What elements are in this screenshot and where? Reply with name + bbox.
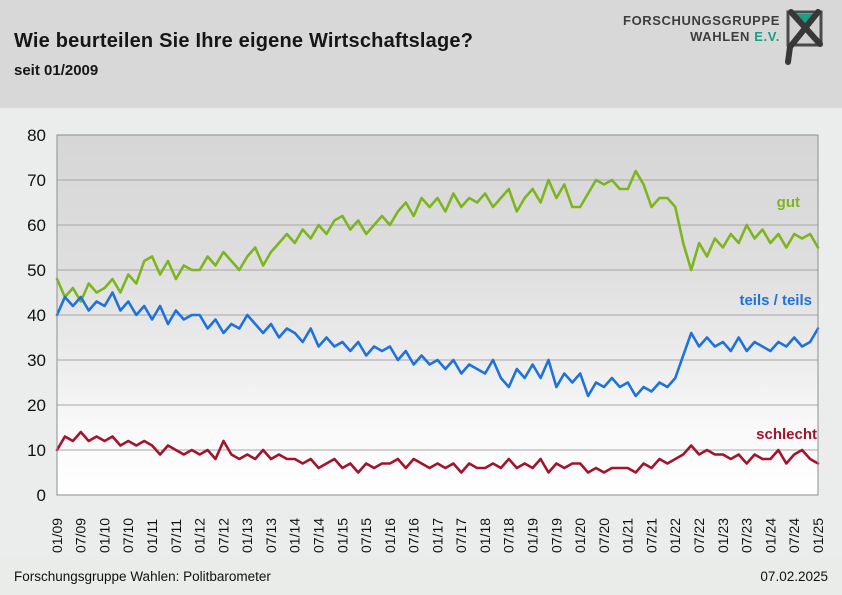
- x-axis-label-07-24: 07/24: [786, 518, 802, 553]
- line-teils-teils: [55, 291, 820, 398]
- x-axis-label-01-19: 01/19: [525, 518, 541, 553]
- logo-ev: E.V.: [754, 29, 780, 44]
- x-axis-label-01-17: 01/17: [429, 518, 445, 553]
- chart-area: 0 10 20 30 40 50 60 70 80 01/09 07/09 01/10 07/10 01/…: [0, 108, 842, 555]
- x-axis-label-01-23: 01/23: [715, 518, 731, 553]
- x-axis-label-07-11: 07/11: [168, 519, 184, 553]
- x-axis-label-07-13: 07/13: [263, 518, 279, 553]
- header: Wie beurteilen Sie Ihre eigene Wirtschaf…: [0, 0, 842, 108]
- x-axis-label-01-14: 01/14: [287, 518, 303, 553]
- plot-border: [56, 134, 819, 496]
- x-axis-label-01-20: 01/20: [572, 518, 588, 553]
- x-axis-label-01-25: 01/25: [810, 518, 826, 553]
- x-axis-label-07-18: 07/18: [501, 518, 517, 553]
- x-axis-label-01-10: 01/10: [96, 518, 112, 553]
- x-axis-label-07-12: 07/12: [215, 518, 231, 553]
- x-axis-label-07-23: 07/23: [739, 518, 755, 553]
- line-schlecht: [55, 430, 820, 474]
- x-axis-label-07-17: 07/17: [453, 518, 469, 553]
- y-axis-label-40: 40: [27, 306, 46, 325]
- y-axis-label-20: 20: [27, 396, 46, 415]
- x-axis-label-07-22: 07/22: [691, 518, 707, 553]
- x-axis-label-01-21: 01/21: [620, 518, 636, 553]
- x-axis-label-07-19: 07/19: [548, 518, 564, 553]
- x-axis-label-01-16: 01/16: [382, 518, 398, 553]
- x-axis-label-07-20: 07/20: [596, 518, 612, 553]
- ballot-x-icon: [785, 9, 823, 65]
- x-axis-label-01-12: 01/12: [192, 518, 208, 553]
- footer-date: 07.02.2025: [760, 569, 828, 584]
- org-logo: FORSCHUNGSGRUPPE WAHLEN E.V.: [582, 5, 832, 65]
- x-axis-label-01-24: 01/24: [762, 518, 778, 553]
- x-axis-label-01-13: 01/13: [239, 518, 255, 553]
- y-axis-label-50: 50: [27, 261, 46, 280]
- x-axis-label-07-21: 07/21: [643, 518, 659, 553]
- footer: Forschungsgruppe Wahlen: Politbarometer …: [0, 555, 842, 595]
- x-axis-label-07-16: 07/16: [406, 518, 422, 553]
- y-axis-label-70: 70: [27, 171, 46, 190]
- x-axis-label-07-14: 07/14: [310, 518, 326, 553]
- x-axis-label-01-22: 01/22: [667, 518, 683, 553]
- logo-text: FORSCHUNGSGRUPPE WAHLEN E.V.: [623, 13, 780, 45]
- legend-label-gut: gut: [776, 194, 800, 211]
- x-axis-label-01-15: 01/15: [334, 518, 350, 553]
- x-axis-label-07-10: 07/10: [120, 518, 136, 553]
- page-title: Wie beurteilen Sie Ihre eigene Wirtschaf…: [14, 30, 474, 52]
- y-axis-label-0: 0: [37, 486, 46, 505]
- x-axis-label-07-09: 07/09: [73, 518, 89, 553]
- legend-label-teils: teils / teils: [739, 292, 812, 309]
- x-axis-label-01-09: 01/09: [49, 518, 65, 553]
- page-subtitle: seit 01/2009: [14, 62, 99, 79]
- y-axis-label-30: 30: [27, 351, 46, 370]
- y-axis-label-80: 80: [27, 126, 46, 145]
- line-gut: [55, 169, 820, 303]
- logo-line1: FORSCHUNGSGRUPPE: [623, 13, 780, 28]
- footer-source: Forschungsgruppe Wahlen: Politbarometer: [14, 569, 271, 584]
- x-axis-label-01-11: 01/11: [144, 519, 160, 553]
- legend-label-schlecht: schlecht: [756, 426, 817, 443]
- x-axis-label-01-18: 01/18: [477, 518, 493, 553]
- economy-line-chart: 0 10 20 30 40 50 60 70 80 01/09 07/09 01/10 07/10 01/…: [27, 126, 826, 553]
- y-axis-label-60: 60: [27, 216, 46, 235]
- x-axis-label-07-15: 07/15: [358, 518, 374, 553]
- y-axis-label-10: 10: [27, 441, 46, 460]
- logo-line2: WAHLEN: [690, 29, 750, 44]
